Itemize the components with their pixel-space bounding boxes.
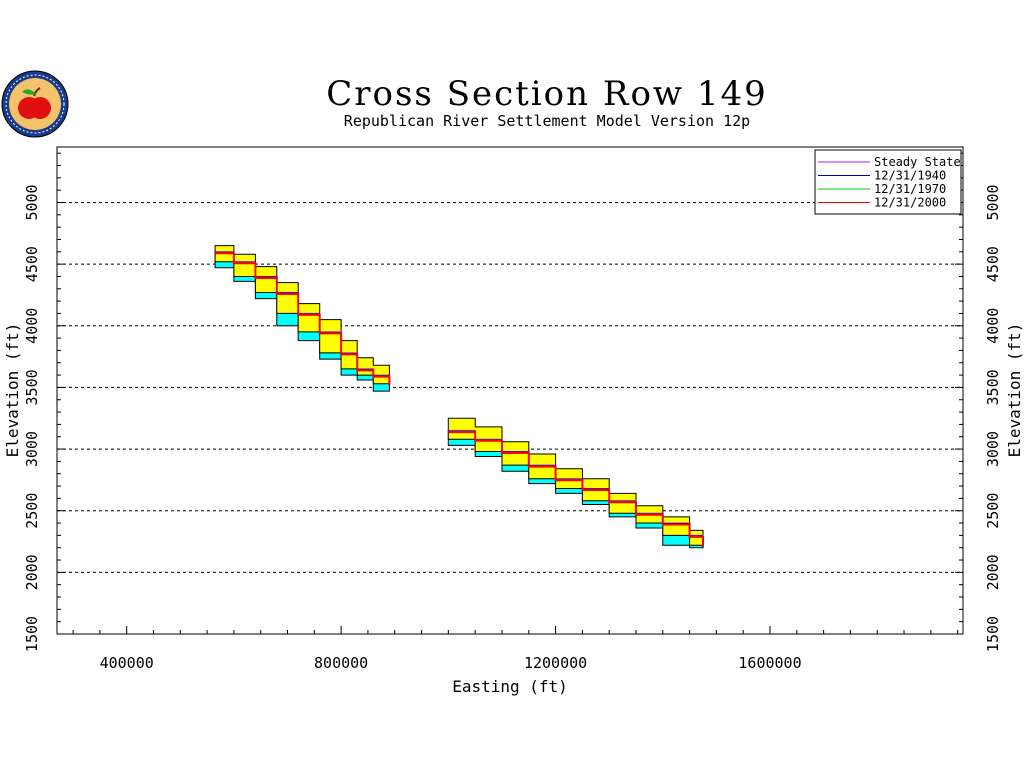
top-layer-segment (447, 417, 704, 546)
top-layer-fill (214, 245, 704, 546)
apple-seal-logo (1, 70, 69, 138)
y-tick-label-right: 3000 (984, 431, 1002, 467)
legend-label: 12/31/2000 (874, 196, 946, 210)
axis-ticks (57, 152, 963, 635)
y-tick-label-right: 3500 (984, 369, 1002, 405)
x-tick-label: 1600000 (738, 654, 801, 672)
legend-label: Steady State (874, 155, 961, 169)
plot-frame (56, 146, 964, 635)
y-tick-label-right: 2000 (984, 554, 1002, 590)
series-line-12-31-2000 (448, 431, 704, 547)
series-line-12-31-2000 (215, 252, 391, 386)
y-tick-label-right: 4000 (984, 308, 1002, 344)
legend-box (814, 149, 962, 215)
y-tick-label-right: 4500 (984, 246, 1002, 282)
tick-labels: 1500 1500 2000 2000 2500 2500 3000 3000 3500 3500… (23, 184, 1002, 672)
x-tick-label: 800000 (314, 654, 368, 672)
chart-title: Cross Section Row 149 (326, 74, 767, 114)
x-tick-label: 400000 (100, 654, 154, 672)
series-lines (215, 251, 704, 547)
y-axis-label-left: Elevation (ft) (3, 323, 22, 458)
legend-label: 12/31/1940 (874, 169, 946, 183)
y-tick-label-left: 4000 (23, 308, 41, 344)
grid-lines (57, 201, 963, 635)
y-tick-label-right: 1500 (984, 616, 1002, 652)
x-tick-label: 1200000 (524, 654, 587, 672)
y-axis-label-right: Elevation (ft) (1005, 323, 1024, 458)
y-tick-label-right: 2500 (984, 493, 1002, 529)
legend: Steady State12/31/194012/31/197012/31/20… (814, 149, 962, 215)
y-tick-label-left: 3000 (23, 431, 41, 467)
chart-subtitle: Republican River Settlement Model Versio… (344, 112, 750, 130)
y-tick-label-left: 4500 (23, 246, 41, 282)
y-tick-label-left: 2500 (23, 493, 41, 529)
y-tick-label-right: 5000 (984, 184, 1002, 220)
y-tick-label-left: 3500 (23, 369, 41, 405)
y-tick-label-left: 2000 (23, 554, 41, 590)
legend-label: 12/31/1970 (874, 182, 946, 196)
x-axis-label: Easting (ft) (452, 677, 568, 696)
y-tick-label-left: 1500 (23, 616, 41, 652)
y-tick-label-left: 5000 (23, 184, 41, 220)
